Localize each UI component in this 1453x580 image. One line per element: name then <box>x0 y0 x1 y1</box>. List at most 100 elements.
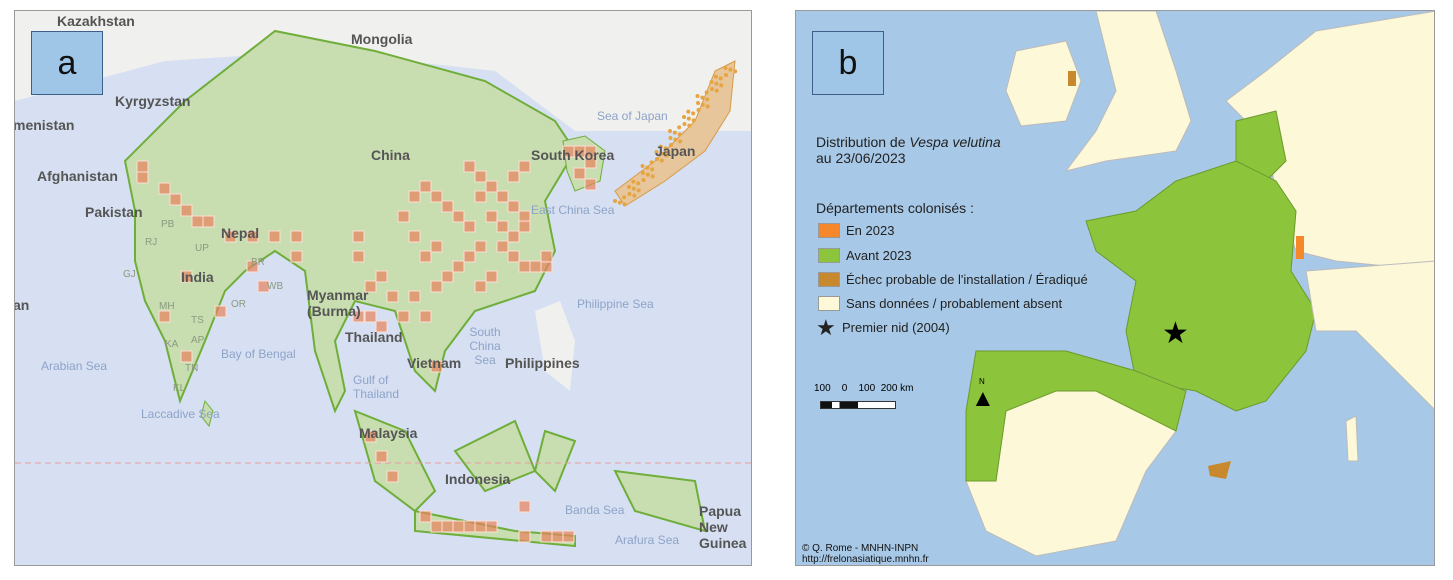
occurrence-cell <box>180 350 193 363</box>
state-label: OR <box>231 299 246 310</box>
britain <box>1064 11 1192 172</box>
japan-occurrence-dot <box>695 94 700 98</box>
occurrence-cell <box>136 160 149 173</box>
japan-occurrence-dot <box>673 137 678 142</box>
occurrence-cell <box>158 310 171 323</box>
legend-swatch <box>818 248 840 263</box>
legend-label: En 2023 <box>846 223 895 238</box>
occurrence-cell <box>386 290 399 303</box>
japan-occurrence-dot <box>724 73 728 77</box>
japan-occurrence-dot <box>627 185 631 189</box>
state-label: WB <box>267 281 284 292</box>
occurrence-cell <box>419 310 432 323</box>
italy-alps <box>1305 260 1434 410</box>
label-indonesia: Indonesia <box>445 471 511 487</box>
occurrence-cell <box>507 230 520 243</box>
label-japan: Japan <box>655 143 696 159</box>
asia-land <box>123 29 577 414</box>
occurrence-cell <box>463 520 476 533</box>
japan-occurrence-dot <box>691 118 696 123</box>
japan-occurrence-dot <box>696 101 700 105</box>
occurrence-cell <box>246 260 259 273</box>
occurrence-cell <box>290 230 303 243</box>
iberia-north-colonized <box>965 350 1187 482</box>
occurrence-cell <box>352 310 365 323</box>
japan-occurrence-dot <box>700 102 705 107</box>
legend-swatch <box>818 223 840 238</box>
occurrence-cell <box>496 240 509 253</box>
label-turkmenistan: menistan <box>14 117 75 133</box>
scale-bar <box>820 401 896 409</box>
state-label: GJ <box>123 269 136 280</box>
japan-occurrence-dot <box>733 69 738 74</box>
japan-occurrence-dot <box>710 87 714 91</box>
occurrence-cell <box>441 520 454 533</box>
occurrence-cell <box>507 170 520 183</box>
occurrence-cell <box>136 171 149 184</box>
map-panel-a: a Kazakhstan Mongolia Kyrgyzstan menista… <box>14 10 752 566</box>
state-label: TN <box>185 363 199 374</box>
occurrence-cell <box>485 520 498 533</box>
occurrence-cell <box>452 260 465 273</box>
legend-title: Départements colonisés : <box>816 200 974 216</box>
occurrence-cell <box>562 530 575 543</box>
label-vietnam: Vietnam <box>407 355 462 371</box>
star-icon: ★ <box>816 315 836 340</box>
japan-occurrence-dot <box>636 181 641 186</box>
occurrence-cell <box>551 530 564 543</box>
legend-item: ★ Premier nid (2004) <box>816 315 950 340</box>
occurrence-cell <box>430 190 443 203</box>
occurrence-cell <box>430 360 443 373</box>
map-title: Distribution de Vespa velutina au 23/06/… <box>816 134 1001 166</box>
ireland <box>1005 40 1082 127</box>
alsace-2023 <box>1296 236 1304 259</box>
occurrence-cell <box>485 210 498 223</box>
japan-occurrence-dot <box>714 81 719 86</box>
label-sea-of-japan: Sea of Japan <box>597 109 668 123</box>
japan-occurrence-dot <box>640 164 645 168</box>
occurrence-cell <box>397 310 410 323</box>
legend-label: Premier nid (2004) <box>842 320 950 335</box>
japan-occurrence-dot <box>641 171 645 175</box>
state-label: RJ <box>145 237 158 248</box>
occurrence-cell <box>584 156 597 169</box>
japan-occurrence-dot <box>631 179 636 184</box>
occurrence-cell <box>214 305 227 318</box>
japan-occurrence-dot <box>645 172 650 177</box>
japan-occurrence-dot <box>728 67 733 72</box>
state-label: BR <box>251 257 265 268</box>
scale-label: 100 0 100 200 km <box>814 383 914 394</box>
legend-label: Échec probable de l'installation / Éradi… <box>846 272 1088 287</box>
occurrence-cell <box>430 520 443 533</box>
occurrence-cell <box>430 280 443 293</box>
japan-occurrence-dot <box>631 186 636 191</box>
label-india: India <box>181 269 214 285</box>
label-arafura-sea: Arafura Sea <box>615 533 680 547</box>
state-label: TS <box>191 315 204 326</box>
occurrence-cell <box>180 204 193 217</box>
japan-occurrence-dot <box>663 146 668 151</box>
occurrence-cell <box>419 250 432 263</box>
title-species: Vespa velutina <box>909 134 1001 150</box>
occurrence-cell <box>540 260 553 273</box>
occurrence-cell <box>540 530 553 543</box>
france <box>1085 160 1317 412</box>
japan-occurrence-dot <box>713 74 718 79</box>
label-laccadive-sea: Laccadive Sea <box>141 407 220 421</box>
sri-lanka <box>200 399 214 428</box>
legend-label: Avant 2023 <box>846 248 912 263</box>
belgium-colonized <box>1235 110 1287 182</box>
japan-occurrence-dot <box>659 158 664 163</box>
occurrence-cell <box>191 215 204 228</box>
japan-occurrence-dot <box>705 97 710 102</box>
snow-land <box>15 11 751 131</box>
occurrence-grid <box>136 66 738 543</box>
japan-occurrence-dot <box>719 83 724 88</box>
label-east-china-sea: East China Sea <box>531 203 615 217</box>
occurrence-cell <box>463 220 476 233</box>
japan-occurrence-dot <box>654 150 659 154</box>
occurrence-cell <box>474 170 487 183</box>
legend-item: Sans données / probablement absent <box>818 296 1062 311</box>
label-philippines: Philippines <box>505 355 580 371</box>
japan-occurrence-dot <box>649 160 654 165</box>
